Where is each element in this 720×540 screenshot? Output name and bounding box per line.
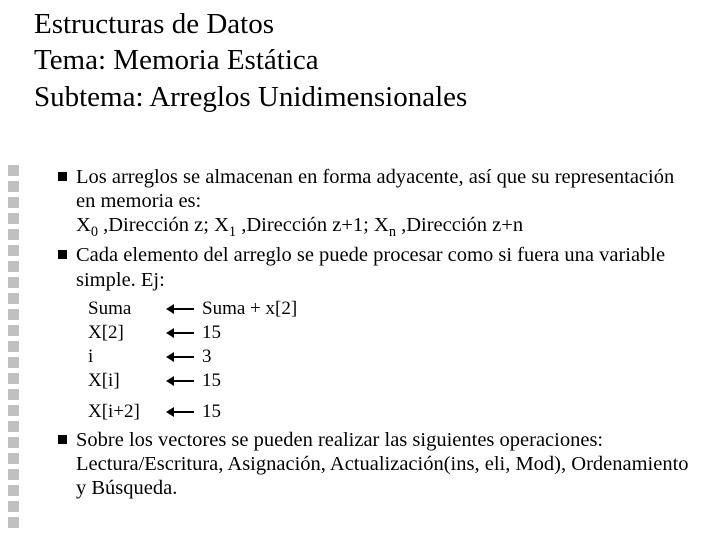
decor-square <box>8 389 19 400</box>
ex4-right: 15 <box>198 370 221 392</box>
example-row-4: X[i] 15 <box>88 370 696 393</box>
decor-square <box>8 325 19 336</box>
decor-square <box>8 181 19 192</box>
example-row-3: i 3 <box>88 346 696 369</box>
ex1-left: Suma <box>88 298 162 320</box>
decor-square <box>8 197 19 208</box>
bullet-icon <box>48 165 76 181</box>
ex3-left: i <box>88 346 162 368</box>
arrow-icon <box>162 408 198 416</box>
ex4-left: X[i] <box>88 370 162 392</box>
arrow-icon <box>162 329 198 337</box>
body: Los arreglos se almacenan en forma adyac… <box>48 165 696 502</box>
decor-square <box>8 437 19 448</box>
decor-square <box>8 341 19 352</box>
ex2-left: X[2] <box>88 322 162 344</box>
m-sub1: 1 <box>229 224 236 240</box>
example-block: Suma Suma + x[2] X[2] 15 i 3 X[i] 15 X[i… <box>88 298 696 424</box>
bullet-1: Los arreglos se almacenan en forma adyac… <box>48 165 696 241</box>
decor-square <box>8 485 19 496</box>
decor-square <box>8 245 19 256</box>
ex5-right: 15 <box>198 401 221 423</box>
arrow-icon <box>162 305 198 313</box>
example-row-2: X[2] 15 <box>88 322 696 345</box>
ex1-right: Suma + x[2] <box>198 298 297 320</box>
m-seg1: ,Dirección z; X <box>98 214 229 236</box>
decor-square <box>8 213 19 224</box>
bullet-icon <box>48 243 76 259</box>
decor-square <box>8 373 19 384</box>
title-line-2: Tema: Memoria Estática <box>34 42 694 78</box>
decor-left-squares <box>8 165 26 533</box>
ex5-left: X[i+2] <box>88 401 162 423</box>
decor-square <box>8 357 19 368</box>
decor-square <box>8 261 19 272</box>
bullet-icon <box>48 428 76 444</box>
ex2-right: 15 <box>198 322 221 344</box>
m-subn: n <box>389 224 396 240</box>
m-seg3: ,Dirección z+n <box>396 214 523 236</box>
slide: Estructuras de Datos Tema: Memoria Estát… <box>0 0 720 540</box>
decor-square <box>8 421 19 432</box>
bullet-3: Sobre los vectores se pueden realizar la… <box>48 428 696 501</box>
bullet-2-text: Cada elemento del arreglo se puede proce… <box>76 243 696 291</box>
decor-square <box>8 405 19 416</box>
bullet-1-math: X0 ,Dirección z; X1 ,Dirección z+1; Xn ,… <box>76 214 523 236</box>
decor-square <box>8 517 19 528</box>
decor-square <box>8 309 19 320</box>
bullet-2: Cada elemento del arreglo se puede proce… <box>48 243 696 291</box>
m-sub0: 0 <box>91 224 98 240</box>
decor-square <box>8 501 19 512</box>
m-x0: X <box>76 214 91 236</box>
decor-square <box>8 229 19 240</box>
title-block: Estructuras de Datos Tema: Memoria Estát… <box>34 6 694 115</box>
decor-square <box>8 293 19 304</box>
arrow-icon <box>162 377 198 385</box>
decor-square <box>8 453 19 464</box>
bullet-3-text: Sobre los vectores se pueden realizar la… <box>76 428 696 501</box>
decor-square <box>8 277 19 288</box>
bullet-1-intro: Los arreglos se almacenan en forma adyac… <box>76 166 674 212</box>
decor-square <box>8 469 19 480</box>
title-line-3: Subtema: Arreglos Unidimensionales <box>34 79 694 115</box>
m-seg2: ,Dirección z+1; X <box>236 214 389 236</box>
decor-square <box>8 165 19 176</box>
title-line-1: Estructuras de Datos <box>34 6 694 42</box>
example-row-1: Suma Suma + x[2] <box>88 298 696 321</box>
bullet-1-text: Los arreglos se almacenan en forma adyac… <box>76 165 696 241</box>
ex3-right: 3 <box>198 346 212 368</box>
example-row-5: X[i+2] 15 <box>88 401 696 424</box>
arrow-icon <box>162 353 198 361</box>
